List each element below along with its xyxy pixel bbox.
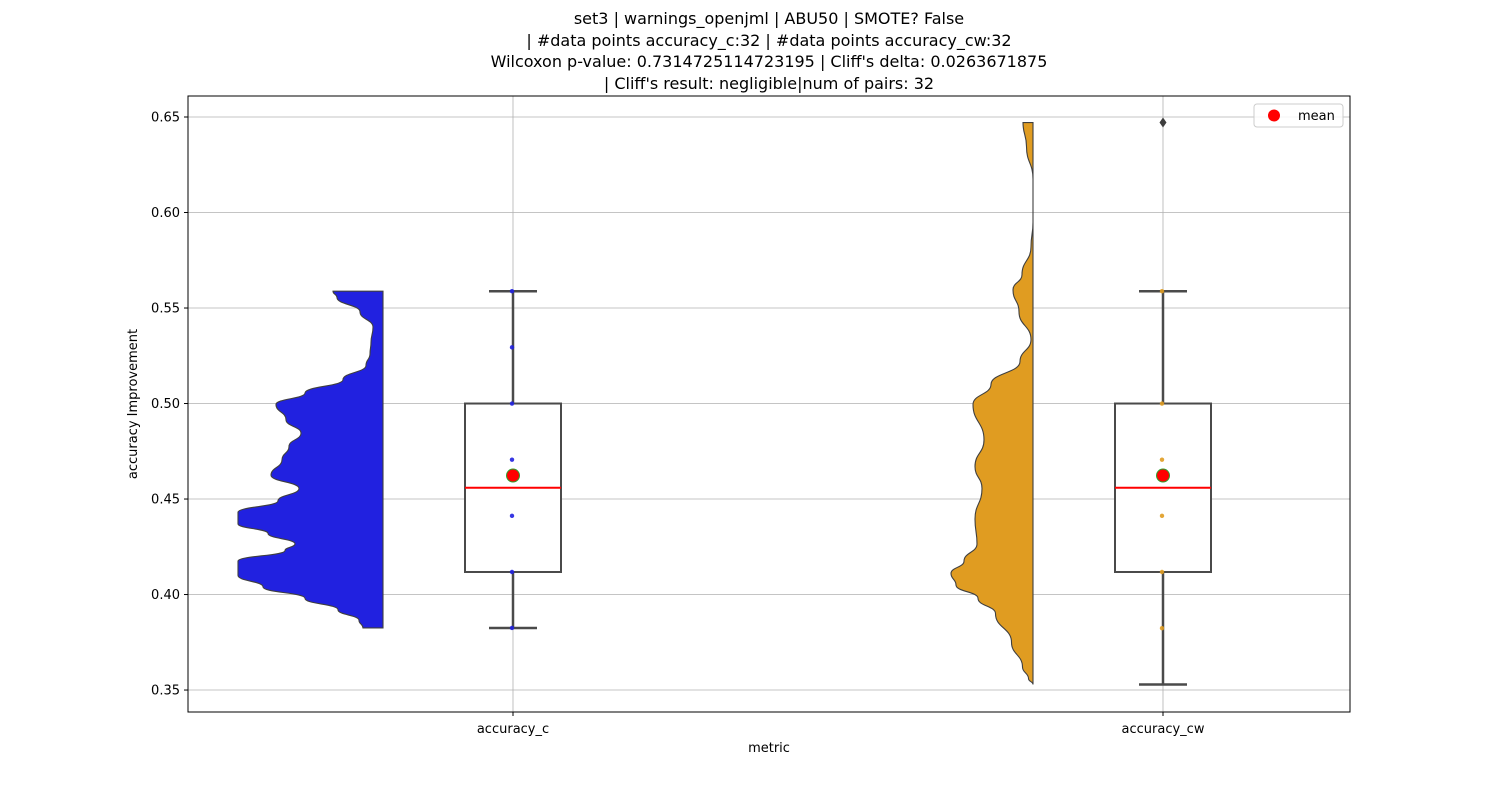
boxplots — [464, 117, 1212, 686]
x-axis-label: metric — [748, 741, 790, 756]
data-point — [1159, 625, 1165, 631]
chart-title: set3 | warnings_openjml | ABU50 | SMOTE?… — [491, 9, 1048, 93]
y-tick-label: 0.35 — [151, 684, 180, 699]
title-line-3: Wilcoxon p-value: 0.7314725114723195 | C… — [491, 52, 1048, 71]
x-tick-label: accuracy_cw — [1122, 722, 1205, 737]
outlier-marker — [1159, 117, 1167, 128]
legend: mean — [1253, 103, 1344, 128]
x-tick-label: accuracy_c — [477, 722, 549, 737]
legend-box — [1253, 103, 1344, 128]
data-point — [1159, 513, 1165, 519]
data-point — [1159, 457, 1165, 462]
y-tick-label: 0.50 — [151, 397, 180, 412]
data-point — [509, 569, 515, 575]
boxplot-accuracy_c — [464, 289, 562, 631]
x-axis: accuracy_c accuracy_cw — [477, 712, 1205, 737]
y-tick-label: 0.40 — [151, 588, 180, 603]
mean-marker — [1156, 468, 1170, 483]
mean-marker — [506, 468, 520, 483]
y-axis-label: accuracy Improvement — [126, 329, 141, 479]
violin-accuracy_c — [237, 290, 384, 629]
title-line-4: | Cliff's result: negligible|num of pair… — [604, 74, 934, 93]
legend-mean-label: mean — [1298, 109, 1335, 124]
legend-mean-marker — [1268, 109, 1280, 122]
title-line-2: | #data points accuracy_c:32 | #data poi… — [526, 31, 1011, 51]
data-point — [1159, 569, 1165, 575]
data-point — [509, 513, 515, 519]
data-point — [509, 457, 515, 462]
title-line-1: set3 | warnings_openjml | ABU50 | SMOTE?… — [574, 9, 964, 29]
violin-shape — [237, 290, 384, 629]
data-point — [509, 401, 515, 406]
y-tick-label: 0.60 — [151, 206, 180, 221]
violins — [237, 122, 1034, 685]
data-point — [509, 289, 515, 294]
data-point — [1159, 401, 1165, 406]
data-point — [509, 345, 515, 350]
violin-accuracy_cw — [950, 122, 1034, 685]
data-point — [1159, 289, 1165, 294]
y-tick-label: 0.65 — [151, 111, 180, 126]
y-axis: 0.35 0.40 0.45 0.50 0.55 0.60 0.65 — [151, 111, 188, 699]
y-tick-label: 0.55 — [151, 302, 180, 317]
boxplot-accuracy_cw — [1114, 117, 1212, 686]
data-point — [509, 625, 515, 631]
y-tick-label: 0.45 — [151, 493, 180, 508]
violin-shape — [950, 122, 1034, 685]
